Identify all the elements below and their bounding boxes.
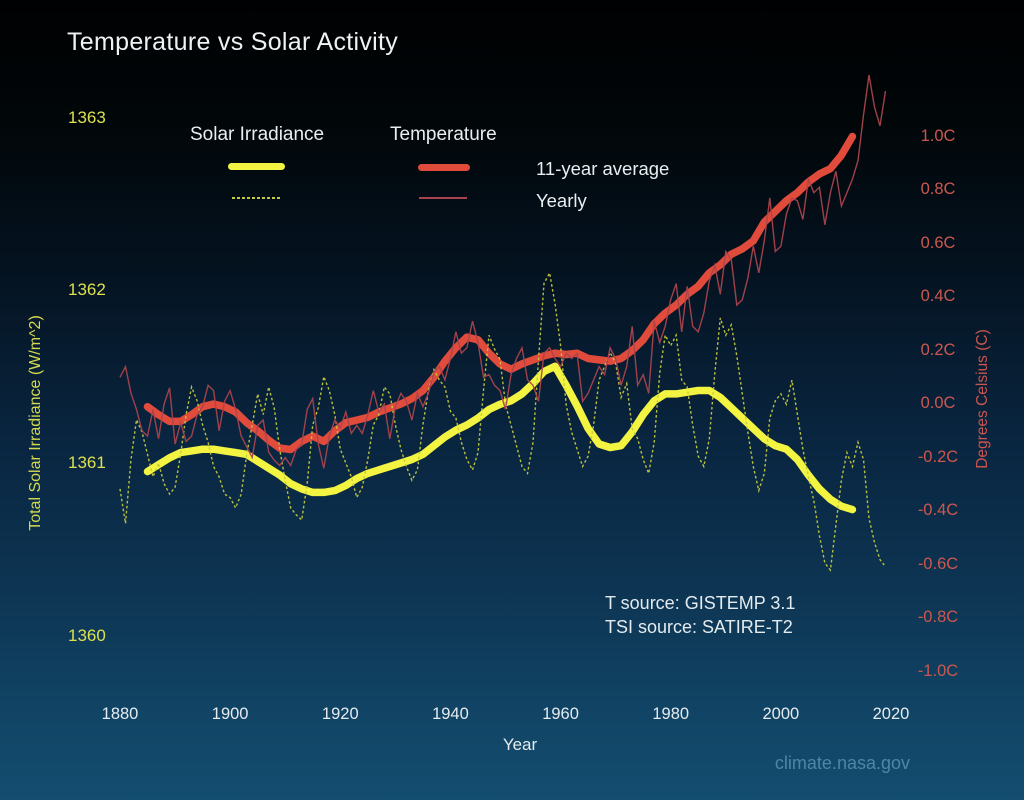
legend-header-temperature: Temperature (390, 124, 497, 145)
x-axis-tick-label: 1960 (542, 705, 579, 723)
x-axis-tick-label: 1980 (652, 705, 690, 723)
x-axis-tick-label: 1880 (101, 705, 139, 723)
chart-title: Temperature vs Solar Activity (67, 28, 399, 56)
legend-label-yearly: Yearly (536, 190, 587, 211)
tsi-avg-line (143, 362, 857, 514)
left-axis-tick-label: 1363 (68, 107, 106, 127)
legend-label-11-year-average: 11-year average (536, 158, 670, 179)
right-axis-tick-label: 0.0C (920, 394, 956, 412)
right-axis-tick-label: 0.6C (920, 233, 956, 252)
x-axis-tick-label: 2020 (872, 705, 910, 723)
right-axis-tick-label: 1.0C (920, 126, 956, 145)
legend-header-solar-irradiance: Solar Irradiance (190, 124, 325, 145)
temp-avg-line (143, 132, 857, 454)
x-axis-tick-label: 1940 (432, 705, 469, 723)
left-axis-tick-label: 1360 (68, 625, 106, 645)
right-axis-tick-label: 0.2C (920, 340, 956, 359)
left-axis-tick-label: 1361 (68, 453, 106, 472)
x-axis-tick-label: 2000 (762, 705, 800, 723)
right-axis-tick-label: -0.2C (917, 447, 959, 466)
x-axis-title: Year (502, 735, 538, 754)
legend-swatch-temp-yearly (419, 197, 467, 199)
tsi-yearly-line (119, 270, 887, 572)
right-axis-tick-label: -0.4C (917, 501, 959, 519)
right-axis-tick-label: -0.6C (917, 554, 959, 573)
right-axis-tick-label: 0.8C (920, 180, 956, 198)
x-axis-tick-label: 1920 (321, 705, 359, 723)
right-axis-title: Degrees Celsius (C) (974, 329, 991, 469)
right-axis-tick-label: 0.4C (920, 287, 956, 305)
legend-swatch-solar-average (228, 163, 285, 170)
climate-nasa-gov-link[interactable]: climate.nasa.gov (774, 753, 910, 773)
tsi-source-note: TSI source: SATIRE-T2 (605, 617, 793, 637)
temp-source-note: T source: GISTEMP 3.1 (605, 593, 796, 613)
left-axis-tick-label: 1362 (68, 280, 106, 300)
left-axis-title: Total Solar Irradiance (W/m^2) (27, 315, 44, 531)
right-axis-tick-label: -1.0C (917, 661, 959, 680)
x-axis-tick-label: 1900 (211, 705, 249, 723)
legend-swatch-solar-yearly (232, 197, 282, 199)
legend-swatch-temp-average (418, 164, 470, 171)
right-axis-tick-label: -0.8C (917, 608, 959, 626)
